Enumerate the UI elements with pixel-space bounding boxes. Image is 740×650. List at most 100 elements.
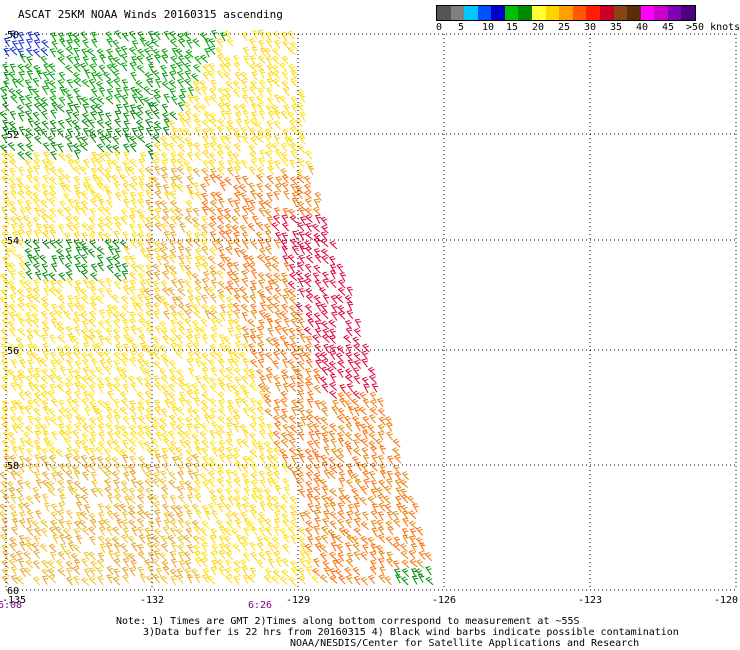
wind-barb [329, 270, 337, 280]
wind-barb [73, 232, 81, 242]
wind-barb [220, 110, 227, 120]
wind-barb [129, 255, 136, 265]
wind-barb [289, 238, 298, 248]
wind-barb [65, 117, 73, 128]
wind-barb [183, 430, 191, 440]
wind-barb [270, 255, 280, 265]
wind-barb [170, 328, 178, 338]
wind-barb [44, 416, 51, 426]
wind-barb [33, 463, 41, 473]
wind-barb [169, 111, 178, 120]
wind-barb [351, 535, 360, 545]
wind-barb [72, 429, 80, 439]
wind-barb [231, 511, 240, 520]
wind-barb [247, 206, 256, 216]
wind-barb [111, 470, 120, 480]
wind-barb [287, 111, 296, 121]
wind-barb [58, 71, 66, 81]
wind-barb [90, 167, 98, 177]
wind-barb [208, 127, 216, 136]
wind-barb [201, 246, 209, 256]
legend-label: 10 [482, 22, 495, 33]
latitude-label: 52 [7, 130, 19, 141]
wind-barb [377, 526, 385, 536]
wind-barb [290, 69, 297, 80]
legend-label: 25 [558, 22, 571, 33]
wind-barb [377, 431, 384, 441]
wind-barb [153, 550, 161, 560]
wind-barb [98, 309, 106, 319]
wind-barb [15, 470, 24, 480]
wind-barb [225, 125, 233, 135]
wind-barb [247, 222, 256, 232]
wind-barb [128, 214, 136, 224]
wind-barb [26, 526, 34, 536]
wind-barb [256, 334, 264, 344]
wind-barb [186, 328, 194, 338]
wind-barb [160, 223, 168, 233]
wind-barb [41, 494, 49, 504]
wind-barb [242, 47, 250, 57]
wind-barb [265, 150, 273, 160]
wind-barb [281, 157, 289, 167]
wind-barb [82, 127, 90, 137]
wind-barb [211, 544, 219, 554]
wind-barb [208, 207, 217, 216]
wind-barb [201, 119, 210, 128]
wind-barb [8, 176, 17, 186]
wind-barb [298, 135, 306, 145]
wind-barb [153, 120, 162, 130]
wind-barb [81, 358, 89, 368]
wind-barb [219, 311, 226, 322]
wind-barb [199, 255, 209, 265]
wind-barb [19, 437, 27, 448]
wind-barb [326, 366, 335, 376]
wind-barb [74, 494, 82, 504]
wind-barb [0, 110, 8, 120]
wind-barb [41, 39, 50, 49]
wind-barb [161, 270, 170, 280]
wind-barb [344, 415, 352, 425]
wind-barb [258, 470, 266, 480]
wind-barb [106, 38, 113, 48]
wind-barb [97, 166, 105, 176]
wind-barb [25, 375, 33, 385]
wind-barb [164, 191, 171, 201]
wind-barb [170, 168, 177, 178]
wind-barb [153, 240, 162, 250]
wind-barb [107, 55, 114, 65]
wind-barb [160, 241, 169, 250]
wind-barb [33, 135, 42, 145]
wind-barb [264, 262, 272, 272]
wind-barb [25, 287, 33, 297]
wind-barb [31, 312, 40, 321]
wind-barb [72, 350, 81, 360]
wind-barb [10, 94, 18, 104]
wind-barb [33, 471, 41, 481]
wind-barb [281, 80, 290, 89]
wind-barb [48, 71, 56, 81]
wind-barb [288, 438, 296, 448]
wind-barb [106, 79, 114, 89]
wind-barb [79, 511, 88, 520]
wind-barb [207, 478, 216, 488]
wind-barb [145, 575, 154, 585]
wind-barb [306, 423, 314, 433]
wind-barb [225, 446, 233, 456]
wind-barb [266, 96, 274, 106]
legend-swatch [640, 6, 655, 20]
wind-barb [128, 510, 137, 519]
wind-barb [314, 400, 321, 410]
wind-barb [314, 430, 321, 440]
wind-barb [83, 504, 91, 514]
wind-barb [249, 38, 256, 48]
wind-barb [33, 392, 42, 401]
wind-barb [256, 221, 264, 231]
wind-barb [179, 223, 186, 233]
wind-barb [257, 415, 266, 425]
wind-barb [401, 528, 409, 538]
wind-barb [233, 447, 240, 457]
wind-barb [9, 552, 18, 562]
wind-barb [208, 247, 217, 257]
wind-barb [19, 208, 26, 218]
